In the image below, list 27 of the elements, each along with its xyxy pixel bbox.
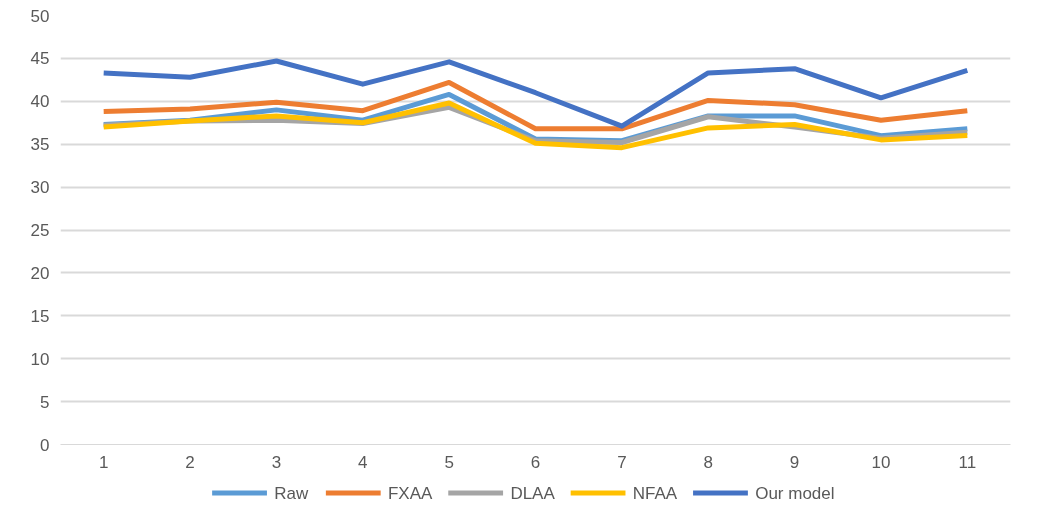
x-tick-label: 7: [617, 452, 627, 472]
y-tick-label: 0: [40, 435, 50, 455]
y-tick-label: 50: [30, 6, 50, 26]
legend-label: Raw: [274, 483, 309, 503]
x-tick-label: 6: [530, 452, 541, 472]
y-tick-label: 30: [30, 178, 50, 198]
legend-label: NFAA: [632, 483, 678, 503]
x-tick-label: 1: [98, 452, 109, 472]
x-tick-label: 11: [958, 452, 977, 472]
x-tick-label: 5: [444, 452, 454, 472]
legend-label: DLAA: [510, 483, 556, 503]
legend-label: FXAA: [387, 483, 434, 503]
y-tick-label: 25: [30, 221, 50, 240]
y-tick-label: 10: [30, 349, 50, 369]
x-tick-label: 10: [871, 452, 891, 472]
x-tick-label: 4: [358, 452, 368, 472]
x-tick-label: 8: [703, 452, 713, 472]
y-tick-label: 5: [40, 392, 50, 412]
legend-label: Our model: [755, 483, 835, 503]
y-tick-label: 35: [30, 135, 50, 155]
y-tick-label: 20: [30, 263, 50, 283]
x-tick-label: 9: [789, 452, 800, 472]
y-tick-label: 15: [30, 306, 50, 326]
y-tick-label: 40: [30, 92, 50, 112]
y-tick-label: 45: [30, 49, 50, 69]
x-tick-label: 2: [185, 452, 195, 472]
x-tick-label: 3: [271, 452, 282, 472]
